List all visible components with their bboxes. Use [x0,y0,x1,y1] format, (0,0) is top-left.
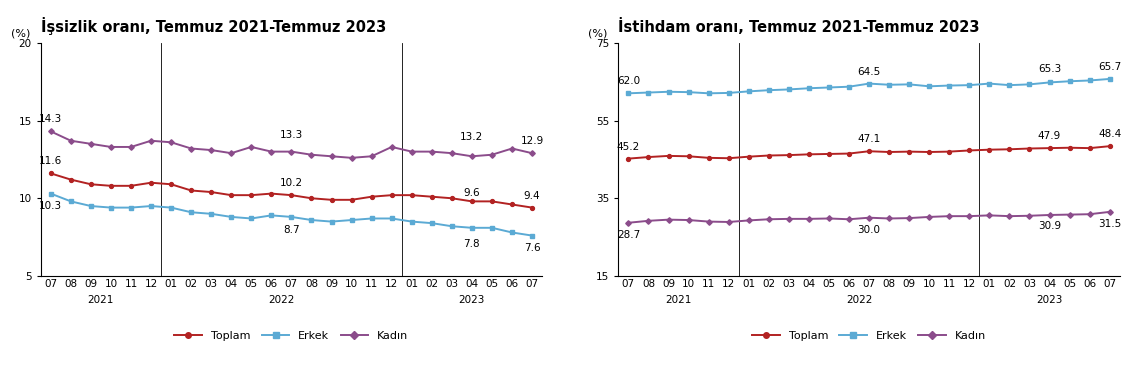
Text: 13.2: 13.2 [461,131,483,142]
Text: 30.9: 30.9 [1039,221,1061,231]
Text: (%): (%) [588,28,608,38]
Text: 64.5: 64.5 [857,67,881,77]
Text: 2021: 2021 [666,295,692,305]
Text: 14.3: 14.3 [39,114,63,125]
Text: 7.8: 7.8 [464,239,480,250]
Text: 2023: 2023 [458,295,486,305]
Text: 2022: 2022 [268,295,294,305]
Text: 2021: 2021 [88,295,114,305]
Text: 10.3: 10.3 [39,200,63,211]
Text: 65.7: 65.7 [1098,62,1122,72]
Text: 2022: 2022 [846,295,872,305]
Text: 11.6: 11.6 [39,157,63,166]
Text: 9.6: 9.6 [464,187,480,197]
Text: 12.9: 12.9 [521,136,544,146]
Text: 30.0: 30.0 [857,225,880,235]
Legend: Toplam, Erkek, Kadın: Toplam, Erkek, Kadın [748,326,991,345]
Text: 2023: 2023 [1036,295,1062,305]
Text: (%): (%) [10,28,30,38]
Text: 47.1: 47.1 [857,134,881,144]
Text: 62.0: 62.0 [617,76,640,86]
Text: 31.5: 31.5 [1098,219,1122,229]
Text: 47.9: 47.9 [1037,131,1061,141]
Text: İstihdam oranı, Temmuz 2021-Temmuz 2023: İstihdam oranı, Temmuz 2021-Temmuz 2023 [618,18,980,35]
Text: 13.3: 13.3 [279,130,303,140]
Text: 10.2: 10.2 [279,178,303,188]
Text: 8.7: 8.7 [283,226,300,235]
Text: 28.7: 28.7 [617,230,640,240]
Text: İşsizlik oranı, Temmuz 2021-Temmuz 2023: İşsizlik oranı, Temmuz 2021-Temmuz 2023 [41,17,386,35]
Text: 65.3: 65.3 [1037,64,1061,74]
Text: 48.4: 48.4 [1098,129,1122,139]
Text: 9.4: 9.4 [523,190,540,201]
Text: 45.2: 45.2 [617,142,640,152]
Text: 7.6: 7.6 [523,243,540,253]
Legend: Toplam, Erkek, Kadın: Toplam, Erkek, Kadın [170,326,413,345]
